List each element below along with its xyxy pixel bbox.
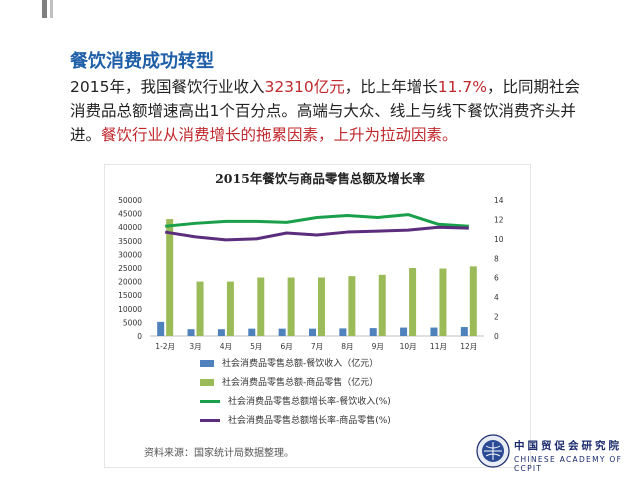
source-note: 资料来源：国家统计局数据整理。 — [144, 448, 294, 459]
legend-swatch — [200, 400, 220, 403]
y-right-tick-label: 2 — [494, 313, 499, 322]
chart-title: 2015年餐饮与商品零售总额及增长率 — [215, 171, 425, 186]
org-name-cn: 中国贸促会研究院 — [514, 440, 622, 452]
y-left-tick-label: 5000 — [123, 318, 142, 327]
y-left-tick-label: 50000 — [118, 196, 142, 205]
legend-item: 社会消费品零售总额增长率-餐饮收入(%) — [200, 394, 391, 408]
y-left-tick-label: 25000 — [118, 264, 142, 273]
legend-swatch — [200, 360, 214, 367]
legend-label: 社会消费品零售总额-商品零售（亿元） — [222, 378, 379, 388]
legend-label: 社会消费品零售总额增长率-商品零售(%) — [228, 416, 391, 426]
bar-catering — [248, 328, 256, 336]
bar-goods — [348, 276, 356, 336]
decor-bar-light — [50, 0, 53, 18]
y-left-tick-label: 30000 — [118, 250, 142, 259]
x-tick-label: 6月 — [280, 342, 292, 351]
paragraph-text: ，比上年增长 — [344, 78, 438, 96]
y-right-tick-label: 10 — [494, 235, 504, 244]
x-tick-label: 12月 — [460, 342, 477, 351]
bar-goods — [166, 219, 174, 336]
x-tick-label: 1-2月 — [155, 342, 175, 351]
x-tick-label: 3月 — [189, 342, 201, 351]
y-left-tick-label: 40000 — [118, 223, 142, 232]
summary-paragraph: 2015年，我国餐饮行业收入32310亿元，比上年增长11.7%，比同期社会消费… — [70, 75, 590, 147]
slide-title: 餐饮消费成功转型 — [70, 51, 214, 72]
y-right-tick-label: 12 — [494, 215, 504, 224]
y-left-tick-label: 35000 — [118, 237, 142, 246]
x-tick-label: 4月 — [220, 342, 232, 351]
highlight-text: 餐饮行业从消费增长的拖累因素，上升为拉动因素。 — [101, 126, 458, 144]
y-left-tick-label: 0 — [137, 332, 142, 341]
highlight-text: 11.7% — [437, 78, 488, 96]
x-tick-label: 11月 — [430, 342, 447, 351]
bar-catering — [217, 329, 225, 336]
y-right-tick-label: 8 — [494, 254, 499, 263]
org-name-en: CHINESE ACADEMY OF CCPIT — [514, 455, 623, 473]
y-right-tick-label: 14 — [494, 196, 504, 205]
x-tick-label: 5月 — [250, 342, 262, 351]
y-right-tick-label: 0 — [494, 332, 499, 341]
paragraph-text: ，比同期社会消费品总额增速高出1个百分点。高端与大众、线上与线下餐饮消费齐头并进… — [70, 78, 581, 144]
legend-label: 社会消费品零售总额增长率-餐饮收入(%) — [228, 397, 391, 407]
x-tick-label: 7月 — [311, 342, 323, 351]
bar-catering — [400, 327, 408, 336]
chart-frame — [104, 164, 531, 468]
legend-swatch — [200, 379, 214, 386]
bar-goods — [378, 274, 386, 336]
legend-item: 社会消费品零售总额增长率-商品零售(%) — [200, 413, 391, 427]
y-left-tick-label: 15000 — [118, 291, 142, 300]
bar-goods — [196, 281, 204, 336]
legend-swatch — [200, 419, 220, 422]
bar-catering — [309, 328, 316, 336]
x-tick-label: 9月 — [372, 342, 384, 351]
bar-goods — [439, 268, 447, 336]
highlight-text: 32310亿元 — [264, 78, 345, 96]
y-left-tick-label: 45000 — [118, 210, 142, 219]
legend-label: 社会消费品零售总额-餐饮收入（亿元） — [222, 359, 379, 369]
bar-catering — [339, 328, 347, 336]
y-left-tick-label: 10000 — [118, 305, 142, 314]
legend-item: 社会消费品零售总额-商品零售（亿元） — [200, 375, 378, 389]
bar-catering — [460, 327, 468, 336]
bar-goods — [318, 277, 325, 336]
bar-catering — [187, 329, 195, 336]
y-right-tick-label: 4 — [494, 293, 499, 302]
legend-item: 社会消费品零售总额-餐饮收入（亿元） — [200, 356, 378, 370]
bar-catering — [430, 327, 438, 336]
paragraph-text: 2015年，我国餐饮行业收入 — [70, 78, 265, 96]
y-left-tick-label: 20000 — [118, 278, 142, 287]
x-tick-label: 10月 — [400, 342, 417, 351]
bar-goods — [287, 277, 295, 336]
bar-goods — [226, 281, 234, 336]
bar-goods — [409, 268, 417, 336]
ccpit-logo-icon — [476, 434, 510, 468]
bar-catering — [278, 328, 286, 336]
bar-catering — [369, 328, 377, 336]
decor-bar — [42, 0, 47, 18]
line-goods-growth — [164, 225, 469, 242]
y-right-tick-label: 6 — [494, 274, 499, 283]
bar-goods — [257, 277, 265, 336]
bar-catering — [157, 321, 165, 336]
line-catering-growth — [165, 213, 469, 228]
x-tick-label: 8月 — [341, 342, 353, 351]
bar-goods — [469, 266, 477, 336]
